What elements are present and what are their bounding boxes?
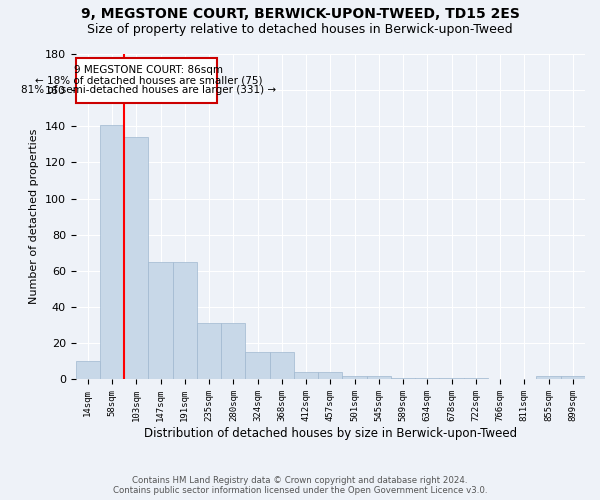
- Bar: [391, 378, 415, 380]
- Bar: [343, 376, 367, 380]
- Bar: [197, 324, 221, 380]
- Text: Contains HM Land Registry data © Crown copyright and database right 2024.
Contai: Contains HM Land Registry data © Crown c…: [113, 476, 487, 495]
- Text: ← 18% of detached houses are smaller (75): ← 18% of detached houses are smaller (75…: [35, 75, 263, 85]
- Bar: [294, 372, 318, 380]
- Bar: [173, 262, 197, 380]
- Text: 81% of semi-detached houses are larger (331) →: 81% of semi-detached houses are larger (…: [22, 85, 277, 95]
- Bar: [245, 352, 270, 380]
- X-axis label: Distribution of detached houses by size in Berwick-upon-Tweed: Distribution of detached houses by size …: [144, 427, 517, 440]
- Bar: [221, 324, 245, 380]
- Bar: [464, 378, 488, 380]
- Bar: [124, 137, 148, 380]
- Bar: [100, 124, 124, 380]
- Bar: [76, 362, 100, 380]
- Bar: [367, 376, 391, 380]
- Bar: [561, 376, 585, 380]
- Bar: [270, 352, 294, 380]
- Text: 9, MEGSTONE COURT, BERWICK-UPON-TWEED, TD15 2ES: 9, MEGSTONE COURT, BERWICK-UPON-TWEED, T…: [80, 8, 520, 22]
- FancyBboxPatch shape: [76, 58, 217, 103]
- Bar: [415, 378, 439, 380]
- Text: 9 MEGSTONE COURT: 86sqm: 9 MEGSTONE COURT: 86sqm: [74, 66, 223, 76]
- Bar: [536, 376, 561, 380]
- Bar: [318, 372, 343, 380]
- Bar: [148, 262, 173, 380]
- Text: Size of property relative to detached houses in Berwick-upon-Tweed: Size of property relative to detached ho…: [87, 22, 513, 36]
- Y-axis label: Number of detached properties: Number of detached properties: [29, 129, 39, 304]
- Bar: [439, 378, 464, 380]
